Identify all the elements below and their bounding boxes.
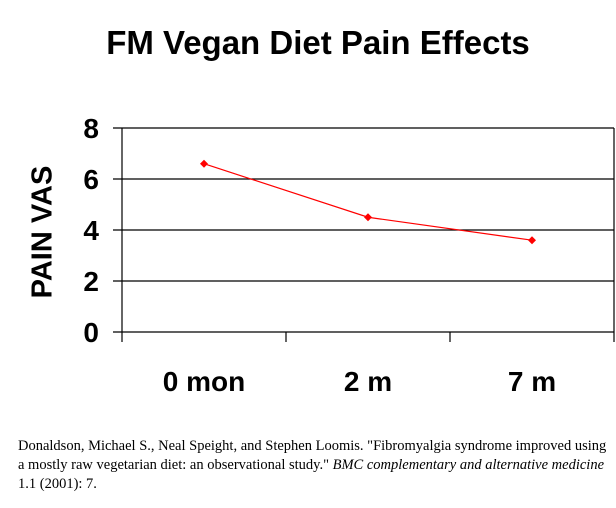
chart-title: FM Vegan Diet Pain Effects [106, 24, 530, 61]
line-chart: 0 2 4 6 8 0 mon 2 m 7 m [83, 113, 615, 397]
data-point-marker [200, 159, 208, 168]
data-point-marker [364, 213, 372, 222]
data-point-marker [528, 236, 536, 245]
x-tick-label: 0 mon [163, 366, 245, 397]
citation-journal: BMC complementary and alternative medici… [332, 457, 605, 473]
y-tick-label: 4 [83, 215, 99, 246]
x-tick-label: 7 m [508, 366, 556, 397]
series-line [203, 163, 533, 241]
citation: Donaldson, Michael S., Neal Speight, and… [18, 437, 608, 494]
x-tick-label: 2 m [344, 366, 392, 397]
y-tick-label: 0 [83, 317, 99, 348]
y-tick-label: 8 [83, 113, 99, 144]
citation-authors-title: Donaldson, Michael S., Neal Speight, and… [18, 438, 607, 473]
citation-details: 1.1 (2001): 7. [18, 476, 97, 492]
y-tick-label: 6 [83, 164, 99, 195]
y-tick-label: 2 [83, 266, 99, 297]
